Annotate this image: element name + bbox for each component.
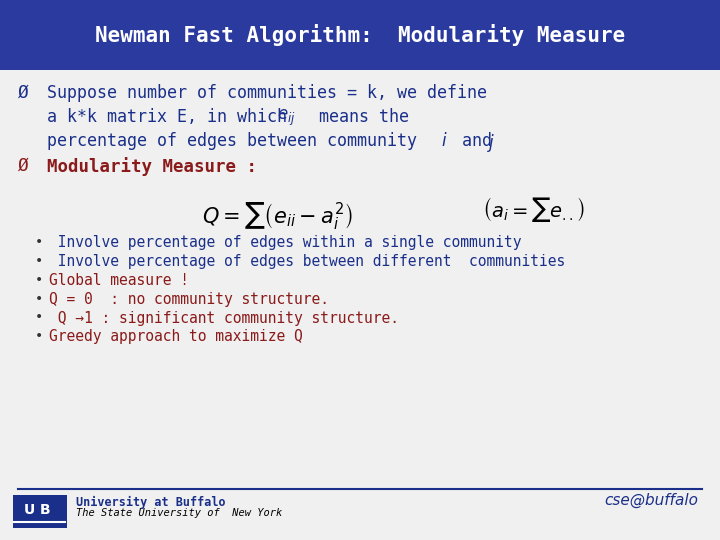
Text: $e_{ij}$: $e_{ij}$ bbox=[277, 108, 296, 128]
Text: University at Buffalo: University at Buffalo bbox=[76, 496, 225, 509]
Text: means the: means the bbox=[299, 108, 409, 126]
Text: a k*k matrix E, in which: a k*k matrix E, in which bbox=[47, 108, 297, 126]
FancyBboxPatch shape bbox=[13, 495, 67, 528]
Text: Suppose number of communities = k, we define: Suppose number of communities = k, we de… bbox=[47, 84, 487, 102]
Text: cse@buffalo: cse@buffalo bbox=[604, 492, 698, 508]
Text: Greedy approach to maximize Q: Greedy approach to maximize Q bbox=[49, 329, 302, 345]
Text: Involve percentage of edges within a single community: Involve percentage of edges within a sin… bbox=[49, 235, 521, 250]
Text: $j$: $j$ bbox=[487, 132, 495, 154]
Text: •: • bbox=[35, 235, 43, 249]
Text: percentage of edges between community: percentage of edges between community bbox=[47, 132, 427, 150]
Text: •: • bbox=[35, 329, 43, 343]
Text: Newman Fast Algorithm:  Modularity Measure: Newman Fast Algorithm: Modularity Measur… bbox=[95, 24, 625, 46]
Text: Involve percentage of edges between different  communities: Involve percentage of edges between diff… bbox=[49, 254, 565, 269]
Text: •: • bbox=[35, 310, 43, 325]
Text: The State University of  New York: The State University of New York bbox=[76, 508, 282, 518]
Text: $Q = \sum\left(e_{ii} - a_i^2\right)$: $Q = \sum\left(e_{ii} - a_i^2\right)$ bbox=[202, 200, 352, 231]
Text: Ø: Ø bbox=[18, 84, 29, 102]
Text: Global measure !: Global measure ! bbox=[49, 273, 189, 288]
Text: $i$: $i$ bbox=[441, 132, 448, 150]
Text: •: • bbox=[35, 254, 43, 268]
Text: $\left( a_i = \sum e_{..} \right)$: $\left( a_i = \sum e_{..} \right)$ bbox=[482, 195, 585, 225]
Text: and: and bbox=[452, 132, 502, 150]
Text: U: U bbox=[24, 503, 35, 517]
Text: Ø: Ø bbox=[18, 157, 29, 174]
FancyBboxPatch shape bbox=[0, 0, 720, 70]
Text: •: • bbox=[35, 292, 43, 306]
Text: Modularity Measure :: Modularity Measure : bbox=[47, 157, 257, 176]
Text: Q →1 : significant community structure.: Q →1 : significant community structure. bbox=[49, 310, 399, 326]
Text: •: • bbox=[35, 273, 43, 287]
Text: Q = 0  : no community structure.: Q = 0 : no community structure. bbox=[49, 292, 329, 307]
Text: B: B bbox=[40, 503, 50, 517]
